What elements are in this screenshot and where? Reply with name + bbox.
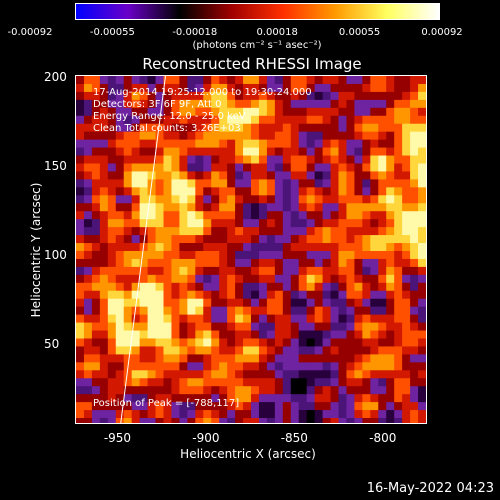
solar-limb-line (120, 76, 166, 423)
x-tick-label: -850 (280, 431, 308, 445)
x-tick-label: -800 (369, 431, 397, 445)
x-tick-label: -950 (103, 431, 132, 445)
info-detectors: Detectors: 3F 6F 9F, Att 0 (93, 99, 222, 110)
colorbar-tick-label: 0.00055 (338, 27, 381, 38)
colorbar (75, 3, 440, 20)
colorbar-tick-label: 0.00092 (421, 27, 463, 38)
colorbar-tick-label: -0.00055 (89, 27, 135, 38)
info-energy-range: Energy Range: 12.0 - 25.0 keV (93, 111, 246, 122)
y-tick-label: 150 (44, 158, 67, 173)
colorbar-tick-label: 0.00018 (256, 27, 298, 38)
peak-position-label: Position of Peak = [-788,117] (93, 398, 240, 409)
colorbar-tick-label: -0.00018 (172, 27, 218, 38)
colorbar-tick-label: -0.00092 (7, 27, 53, 38)
footer-date: 16-May-2022 04:23 (366, 481, 494, 496)
x-axis-label: Heliocentric X (arcsec) (180, 447, 316, 461)
heatmap (76, 76, 426, 423)
y-tick-label: 50 (44, 336, 60, 351)
info-time-range: 17-Aug-2014 19:25:12.000 to 19:30:24.000 (93, 87, 312, 98)
x-tick-label: -900 (192, 431, 220, 445)
y-axis-label: Heliocentric Y (arcsec) (29, 182, 43, 318)
plot-frame (75, 75, 427, 424)
info-clean-counts: Clean Total counts: 3.26E+03 (93, 123, 241, 134)
y-tick-label: 200 (44, 69, 67, 84)
image-title: Reconstructed RHESSI Image (142, 55, 362, 73)
y-tick-label: 100 (44, 247, 67, 262)
colorbar-unit-label: (photons cm⁻² s⁻¹ asec⁻²) (192, 40, 322, 51)
